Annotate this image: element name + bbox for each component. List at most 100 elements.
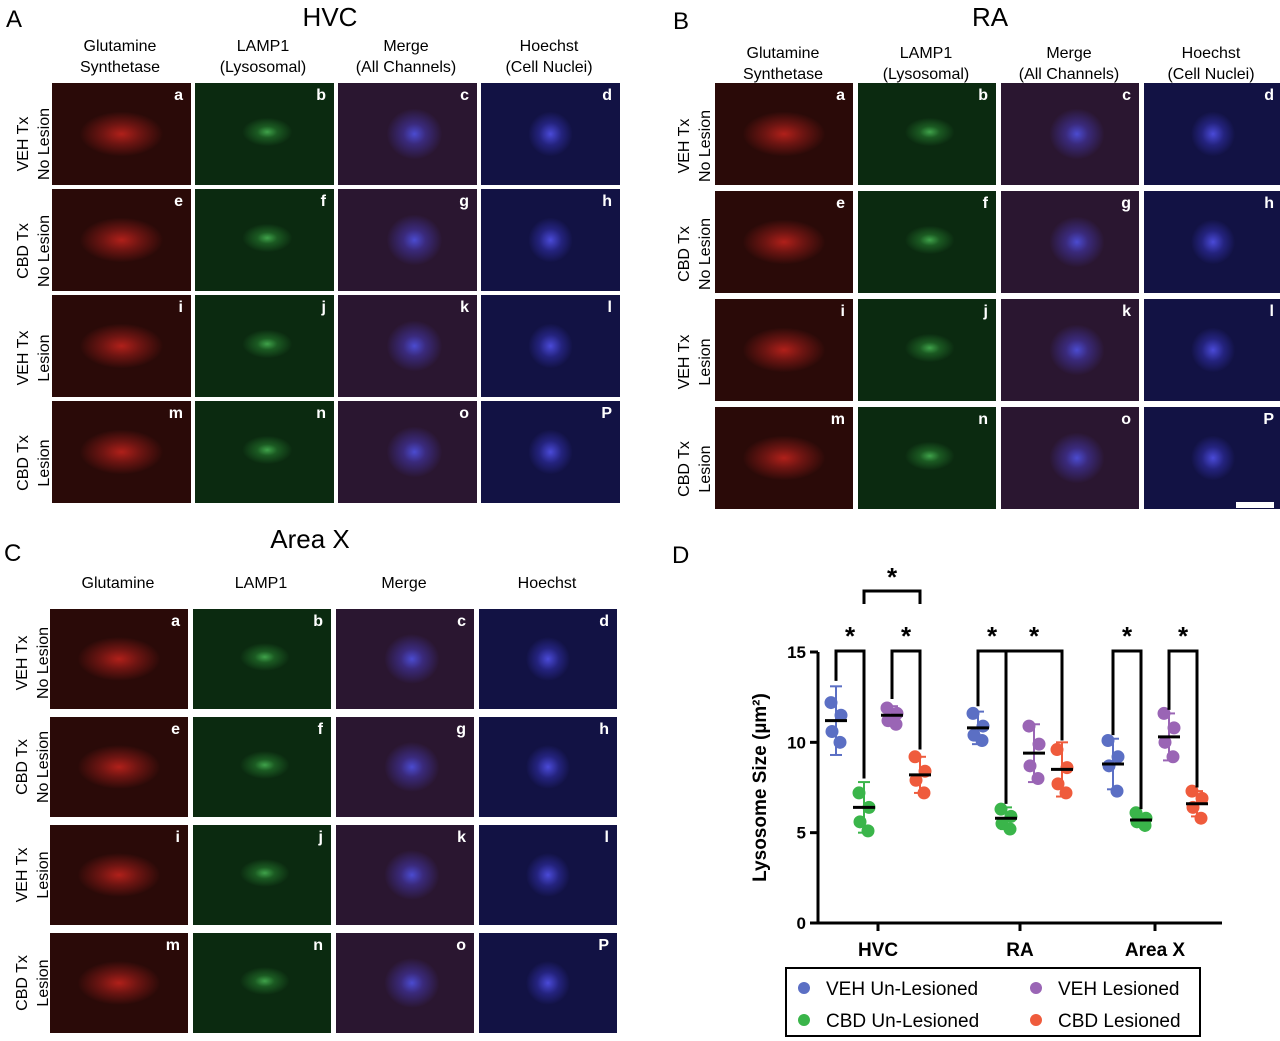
data-point <box>1059 786 1073 800</box>
row-label: VEH Tx No Lesion <box>14 626 52 700</box>
data-point <box>994 802 1008 816</box>
micrograph-tile: h <box>481 189 620 291</box>
micrograph-tile: c <box>338 83 477 185</box>
panel-letter-c: C <box>4 540 22 567</box>
tile-letter: f <box>317 721 323 738</box>
tile-letter: k <box>457 829 466 846</box>
tile-letter: f <box>320 193 326 210</box>
data-point <box>880 701 894 715</box>
micrograph-tile: a <box>52 83 191 185</box>
panel-a-title: HVC <box>302 2 358 32</box>
significance-bracket <box>1111 649 1143 810</box>
tile-letter: m <box>830 411 845 428</box>
micrograph-tile: k <box>1001 299 1139 401</box>
micrograph-tile: m <box>52 401 191 503</box>
tile-letter: n <box>313 937 323 954</box>
significance-star: * <box>887 562 898 592</box>
tile-letter: a <box>836 87 845 104</box>
data-point <box>852 786 866 800</box>
tile-letter: j <box>321 299 326 316</box>
tile-letter: h <box>599 721 609 738</box>
micrograph-tile: n <box>195 401 334 503</box>
row-label: CBD Tx Lesion <box>14 955 52 1011</box>
legend-label: VEH Lesioned <box>1058 979 1179 1000</box>
data-point <box>917 786 931 800</box>
panel-letter-b: B <box>673 8 690 35</box>
micrograph-tile: d <box>481 83 620 185</box>
panel-letter-a: A <box>6 6 23 33</box>
micrograph-tile: n <box>193 933 331 1033</box>
row-label: CBD Tx No Lesion <box>14 730 52 804</box>
col-head: Glutamine <box>81 575 155 592</box>
micrograph-tile: d <box>479 609 617 709</box>
data-point <box>1166 750 1180 764</box>
significance-star: * <box>1178 621 1189 651</box>
micrograph-tile: m <box>50 933 188 1033</box>
data-point <box>1195 791 1209 805</box>
data-point <box>909 773 923 787</box>
tile-letter: e <box>174 193 183 210</box>
tile-letter: g <box>456 721 466 738</box>
micrograph-tile: h <box>479 717 617 817</box>
micrograph-tile: j <box>858 299 996 401</box>
data-point <box>1050 743 1064 757</box>
y-axis-label: Lysosome Size (µm²) <box>750 693 771 882</box>
y-tick-label: 0 <box>797 914 806 933</box>
data-point <box>1102 759 1116 773</box>
micrograph-tile: e <box>52 189 191 291</box>
row-label: CBD Tx Lesion <box>15 435 53 491</box>
data-point <box>1157 706 1171 720</box>
legend-marker <box>798 982 810 994</box>
col-head: Merge (All Channels) <box>1018 45 1120 83</box>
tile-letter: d <box>602 87 612 104</box>
row-label: VEH Tx Lesion <box>676 334 714 390</box>
data-point <box>833 735 847 749</box>
tile-letter: e <box>836 195 845 212</box>
data-point <box>1003 822 1017 836</box>
data-point <box>1185 784 1199 798</box>
significance-bracket <box>834 649 866 779</box>
micrograph-tile: m <box>715 407 853 509</box>
tile-letter: n <box>316 405 326 422</box>
micrograph-tile: f <box>195 189 334 291</box>
tile-letter: h <box>602 193 612 210</box>
micrograph-tile: i <box>715 299 853 401</box>
col-head: LAMP1 (Lysosomal) <box>219 38 307 76</box>
tile-letter: i <box>175 829 180 846</box>
tile-letter: b <box>316 87 326 104</box>
tile-letter: m <box>168 405 183 422</box>
micrograph-tile: j <box>193 825 331 925</box>
col-head: Merge (All Channels) <box>355 38 457 76</box>
tile-letter: k <box>1122 303 1131 320</box>
tile-letter: d <box>1264 87 1274 104</box>
tile-letter: P <box>1263 411 1274 428</box>
data-point <box>1051 777 1065 791</box>
data-point <box>1023 759 1037 773</box>
legend-label: CBD Un-Lesioned <box>826 1011 979 1032</box>
col-head: LAMP1 <box>234 575 288 592</box>
micrograph-tile: g <box>1001 191 1139 293</box>
micrograph-tile: b <box>858 83 996 185</box>
micrograph-tile: e <box>715 191 853 293</box>
tile-letter: g <box>1121 195 1131 212</box>
micrograph-tile: P <box>481 401 620 503</box>
row-label: VEH Tx Lesion <box>14 847 52 903</box>
data-point <box>825 724 839 738</box>
panel-c-title: Area X <box>270 524 350 554</box>
col-head: Merge <box>381 575 427 592</box>
tile-letter: o <box>459 405 469 422</box>
y-tick-label: 10 <box>787 733 806 752</box>
row-label: VEH Tx No Lesion <box>15 107 53 181</box>
micrograph-tile: h <box>1144 191 1280 293</box>
data-point <box>1031 771 1045 785</box>
data-point <box>908 750 922 764</box>
tile-letter: a <box>171 613 180 630</box>
data-point <box>1167 721 1181 735</box>
tile-letter: d <box>599 613 609 630</box>
panel-b-title: RA <box>971 2 1009 32</box>
tile-letter: k <box>460 299 469 316</box>
micrograph-tile: k <box>336 825 474 925</box>
micrograph-tile: g <box>336 717 474 817</box>
micrograph-tile: l <box>1144 299 1280 401</box>
tile-letter: l <box>604 829 609 846</box>
